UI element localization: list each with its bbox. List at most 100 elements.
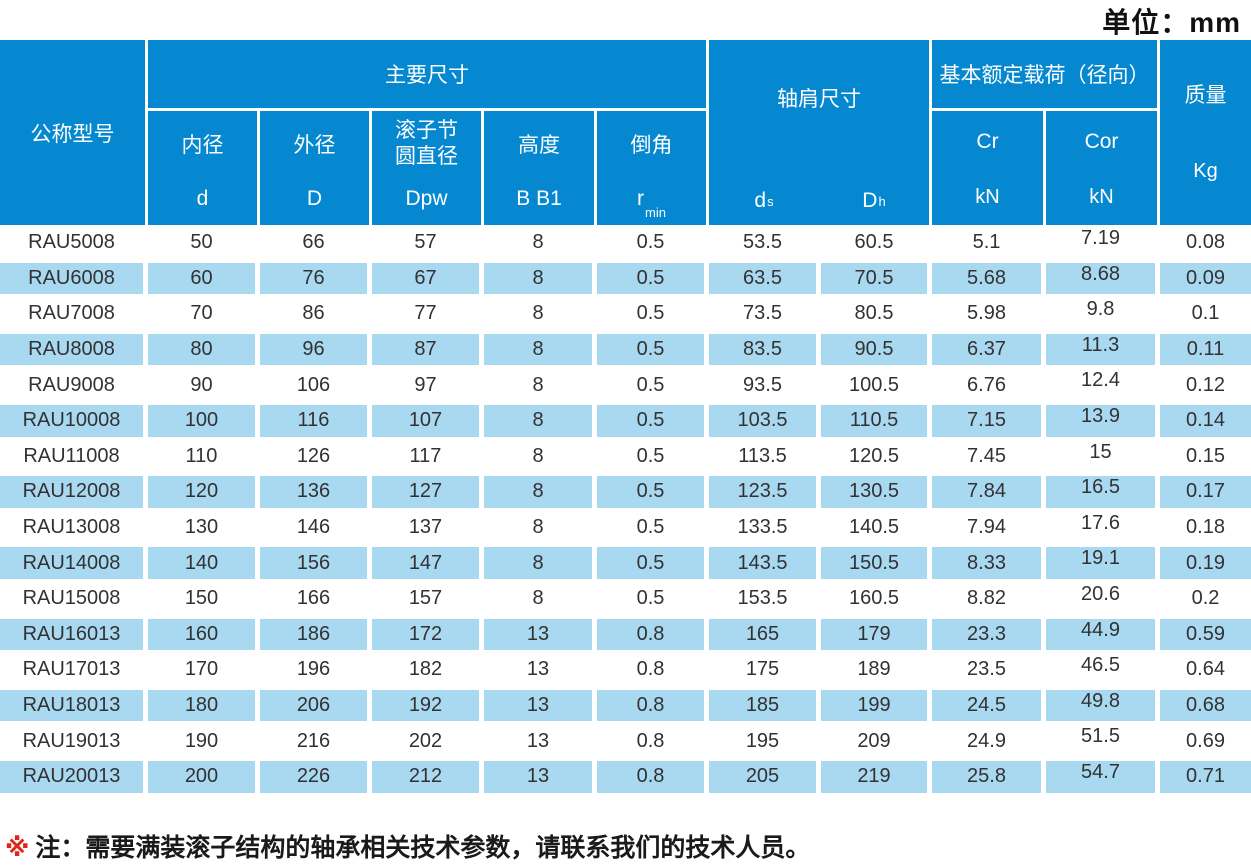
col-symbol-d: d [196,187,209,210]
cell-model: RAU9008 [0,367,148,403]
cell-outer-diameter-D: 86 [260,296,372,332]
cell-load-Cor: 7.19 [1046,225,1160,261]
cell-outer-diameter-D: 136 [260,474,372,510]
cell-shoulder-Dh: 130.5 [821,474,932,510]
table-row: RAU6008 60 76 67 8 0.5 63.5 70.5 5.68 8.68 0.09 [0,260,1251,297]
cell-load-Cor: 44.9 [1046,616,1160,653]
cell-height-B: 8 [484,367,597,403]
cell-inner-diameter-d: 70 [148,296,260,332]
col-unit-kg: Kg [1193,160,1218,183]
table-row: RAU7008 70 86 77 8 0.5 73.5 80.5 5.98 9.8 0.1 [0,296,1251,332]
cell-chamfer-r: 0.8 [597,758,709,795]
table-row: RAU12008 120 136 127 8 0.5 123.5 130.5 7.84 16.5 0… [0,474,1251,510]
cell-outer-diameter-D: 116 [260,402,372,439]
cell-shoulder-ds: 205 [709,758,821,795]
cell-load-Cr: 25.8 [932,758,1046,795]
cell-height-B: 13 [484,723,597,759]
cell-inner-diameter-d: 50 [148,225,260,261]
cell-load-Cr: 24.9 [932,723,1046,759]
cell-model: RAU5008 [0,225,148,261]
cell-shoulder-ds: 153.5 [709,580,821,617]
cell-mass-kg: 0.08 [1160,225,1251,261]
cell-height-B: 8 [484,225,597,261]
cell-load-Cr: 5.98 [932,296,1046,332]
cell-load-Cr: 6.37 [932,331,1046,368]
cell-shoulder-Dh: 110.5 [821,402,932,439]
table-header: 公称型号 主要尺寸 内径 d 外径 D 滚子节 圆直径 Dpw 高度 B B1 [0,40,1251,225]
cell-model: RAU17013 [0,652,148,688]
cell-shoulder-Dh: 219 [821,758,932,795]
cell-inner-diameter-d: 120 [148,474,260,510]
cell-load-Cor: 19.1 [1046,545,1160,581]
col-label: 内径 [181,133,224,157]
cell-model: RAU19013 [0,723,148,759]
col-header-chamfer: 倒角 r min [597,111,709,225]
table-row: RAU16013 160 186 172 13 0.8 165 179 23.3 44.9 0.59 [0,616,1251,653]
col-header-pitch-diameter: 滚子节 圆直径 Dpw [372,111,484,225]
cell-shoulder-Dh: 199 [821,687,932,724]
cell-pitch-diameter-Dpw: 127 [372,474,484,510]
cell-model: RAU6008 [0,260,148,297]
bearing-spec-table: 公称型号 主要尺寸 内径 d 外径 D 滚子节 圆直径 Dpw 高度 B B1 [0,40,1251,795]
cell-pitch-diameter-Dpw: 57 [372,225,484,261]
col-header-height: 高度 B B1 [484,111,597,225]
cell-model: RAU11008 [0,438,148,475]
cell-chamfer-r: 0.5 [597,367,709,403]
cell-chamfer-r: 0.5 [597,296,709,332]
cell-shoulder-Dh: 140.5 [821,509,932,546]
col-label: 外径 [293,133,336,157]
col-unit-kn: kN [975,186,1000,208]
cell-model: RAU12008 [0,474,148,510]
cell-shoulder-ds: 123.5 [709,474,821,510]
cell-mass-kg: 0.19 [1160,545,1251,581]
cell-chamfer-r: 0.5 [597,402,709,439]
cell-inner-diameter-d: 200 [148,758,260,795]
col-label: 高度 [518,133,560,157]
col-symbol-D: D [306,187,323,210]
table-body: RAU5008 50 66 57 8 0.5 53.5 60.5 5.1 7.19 0.08 RAU6… [0,225,1251,795]
cell-inner-diameter-d: 60 [148,260,260,297]
cell-load-Cr: 7.15 [932,402,1046,439]
table-row: RAU17013 170 196 182 13 0.8 175 189 23.5 46.5 0.64 [0,652,1251,688]
cell-shoulder-Dh: 90.5 [821,331,932,368]
cell-inner-diameter-d: 170 [148,652,260,688]
cell-load-Cor: 17.6 [1046,509,1160,546]
table-row: RAU14008 140 156 147 8 0.5 143.5 150.5 8.33 19.1 0… [0,545,1251,581]
cell-mass-kg: 0.69 [1160,723,1251,759]
cell-chamfer-r: 0.5 [597,331,709,368]
cell-mass-kg: 0.09 [1160,260,1251,297]
cell-shoulder-ds: 113.5 [709,438,821,475]
col-unit-kn: kN [1089,186,1114,208]
cell-height-B: 13 [484,758,597,795]
cell-mass-kg: 0.17 [1160,474,1251,510]
cell-pitch-diameter-Dpw: 77 [372,296,484,332]
cell-shoulder-ds: 93.5 [709,367,821,403]
cell-model: RAU13008 [0,509,148,546]
cell-height-B: 8 [484,545,597,581]
cell-load-Cor: 9.8 [1046,296,1160,332]
cell-model: RAU14008 [0,545,148,581]
cell-mass-kg: 0.71 [1160,758,1251,795]
table-row: RAU10008 100 116 107 8 0.5 103.5 110.5 7.15 13.9 0… [0,402,1251,439]
col-label: 滚子节 圆直径 [395,113,458,175]
cell-chamfer-r: 0.5 [597,545,709,581]
cell-chamfer-r: 0.5 [597,580,709,617]
cell-inner-diameter-d: 80 [148,331,260,368]
cell-outer-diameter-D: 146 [260,509,372,546]
cell-load-Cr: 7.94 [932,509,1046,546]
cell-outer-diameter-D: 226 [260,758,372,795]
cell-shoulder-Dh: 150.5 [821,545,932,581]
cell-pitch-diameter-Dpw: 157 [372,580,484,617]
cell-chamfer-r: 0.8 [597,652,709,688]
cell-load-Cr: 5.68 [932,260,1046,297]
cell-model: RAU8008 [0,331,148,368]
cell-outer-diameter-D: 166 [260,580,372,617]
cell-load-Cr: 24.5 [932,687,1046,724]
col-group-main-dimensions: 主要尺寸 [148,40,709,111]
cell-load-Cor: 11.3 [1046,331,1160,368]
cell-shoulder-ds: 73.5 [709,296,821,332]
cell-shoulder-Dh: 209 [821,723,932,759]
cell-outer-diameter-D: 216 [260,723,372,759]
cell-mass-kg: 0.14 [1160,402,1251,439]
